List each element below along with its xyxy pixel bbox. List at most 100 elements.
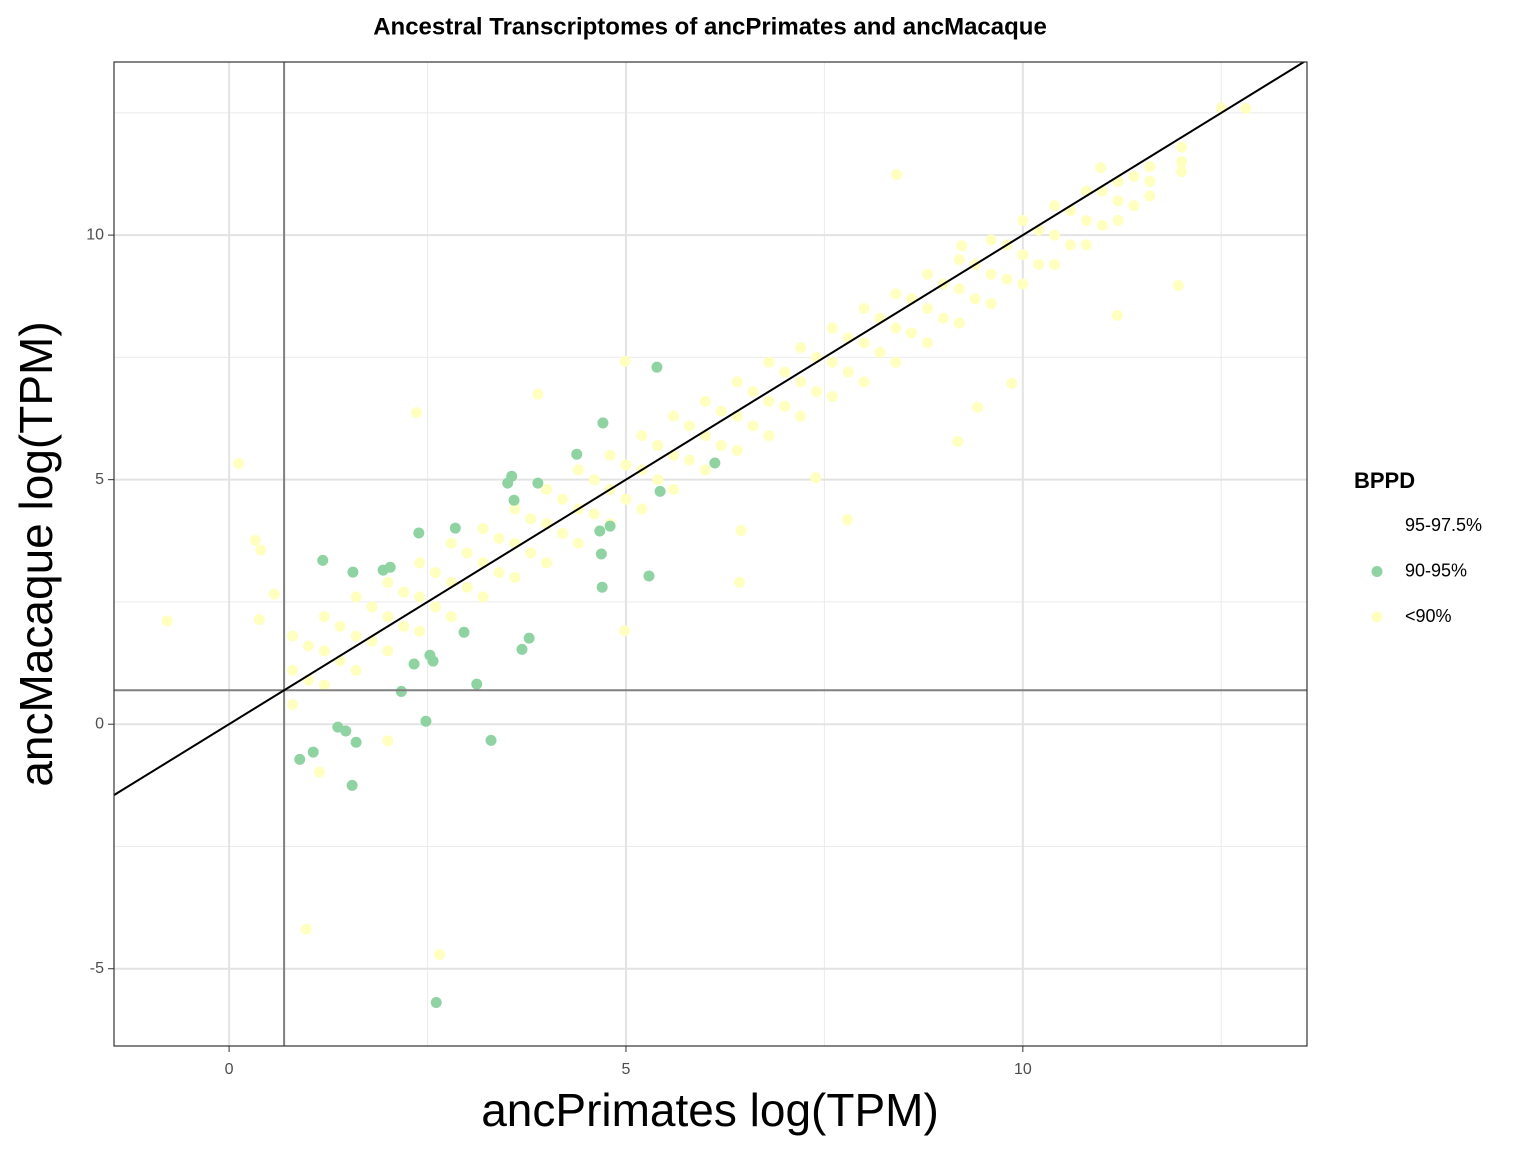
- point: [699, 464, 711, 476]
- point: [858, 302, 870, 314]
- point: [410, 407, 422, 419]
- y-tick-label: 10: [86, 226, 104, 243]
- chart-title: Ancestral Transcriptomes of ancPrimates …: [373, 13, 1047, 40]
- point: [307, 746, 319, 758]
- point: [1017, 249, 1029, 261]
- point: [300, 923, 312, 935]
- point: [795, 376, 807, 388]
- point: [253, 614, 265, 626]
- point: [922, 268, 934, 280]
- y-tick-label: 0: [95, 715, 104, 732]
- point: [427, 655, 439, 667]
- point: [731, 444, 743, 456]
- point: [1172, 280, 1184, 292]
- point: [952, 436, 964, 448]
- point: [1006, 377, 1018, 389]
- point: [382, 645, 394, 657]
- point: [1176, 141, 1188, 153]
- point: [1112, 214, 1124, 226]
- point: [972, 401, 984, 413]
- point: [1176, 166, 1188, 178]
- legend-key: [1371, 611, 1383, 623]
- point: [890, 288, 902, 300]
- point: [596, 581, 608, 593]
- point: [985, 268, 997, 280]
- point: [1049, 200, 1061, 212]
- point: [1144, 190, 1156, 202]
- point: [382, 735, 394, 747]
- point: [747, 420, 759, 432]
- point: [652, 474, 664, 486]
- y-tick-label: -5: [90, 960, 104, 977]
- point: [735, 525, 747, 537]
- point: [429, 601, 441, 613]
- point: [906, 327, 918, 339]
- grid: [114, 62, 1307, 1046]
- point: [346, 779, 358, 791]
- point: [731, 376, 743, 388]
- point: [340, 725, 352, 737]
- legend-key: [1371, 566, 1383, 577]
- point: [525, 513, 537, 525]
- point: [636, 430, 648, 442]
- point: [461, 547, 473, 559]
- point: [1001, 273, 1013, 285]
- point: [699, 395, 711, 407]
- point: [636, 503, 648, 515]
- point: [317, 554, 329, 566]
- point: [588, 474, 600, 486]
- point: [398, 586, 410, 598]
- point: [595, 548, 607, 560]
- plot-border: [113, 61, 1308, 1047]
- point: [651, 361, 663, 373]
- x-tick-label: 0: [225, 1061, 234, 1078]
- point: [430, 996, 442, 1008]
- point: [255, 544, 267, 556]
- point: [683, 420, 695, 432]
- point: [571, 448, 583, 460]
- x-tick-label: 10: [1014, 1061, 1032, 1078]
- point: [287, 699, 299, 711]
- point: [643, 570, 655, 582]
- point: [1128, 200, 1140, 212]
- point: [572, 464, 584, 476]
- point: [1144, 175, 1156, 187]
- point: [654, 485, 666, 497]
- point: [826, 391, 838, 403]
- point: [1080, 214, 1092, 226]
- point: [922, 337, 934, 349]
- point: [985, 234, 997, 246]
- point: [287, 630, 299, 642]
- point: [523, 632, 535, 644]
- point: [445, 611, 457, 623]
- point: [516, 643, 528, 655]
- point: [502, 477, 514, 489]
- point: [953, 254, 965, 266]
- point: [414, 625, 426, 637]
- point: [604, 520, 616, 532]
- point: [458, 626, 470, 638]
- legend-label: 95-97.5%: [1405, 515, 1482, 535]
- legend-label: 90-95%: [1405, 560, 1467, 580]
- point: [763, 395, 775, 407]
- point: [763, 356, 775, 368]
- point: [420, 715, 432, 727]
- point: [715, 439, 727, 451]
- point: [556, 493, 568, 505]
- point: [956, 240, 968, 252]
- point: [953, 283, 965, 295]
- point: [350, 591, 362, 603]
- point: [508, 494, 520, 506]
- point: [398, 620, 410, 632]
- identity-line: [114, 62, 1306, 796]
- y-tick-label: 5: [95, 471, 104, 488]
- point: [1240, 102, 1252, 114]
- point: [541, 557, 553, 569]
- point: [597, 417, 609, 429]
- point: [449, 522, 461, 534]
- point: [709, 457, 721, 469]
- point: [414, 591, 426, 603]
- point: [302, 640, 314, 652]
- point: [1144, 161, 1156, 173]
- point: [1017, 278, 1029, 290]
